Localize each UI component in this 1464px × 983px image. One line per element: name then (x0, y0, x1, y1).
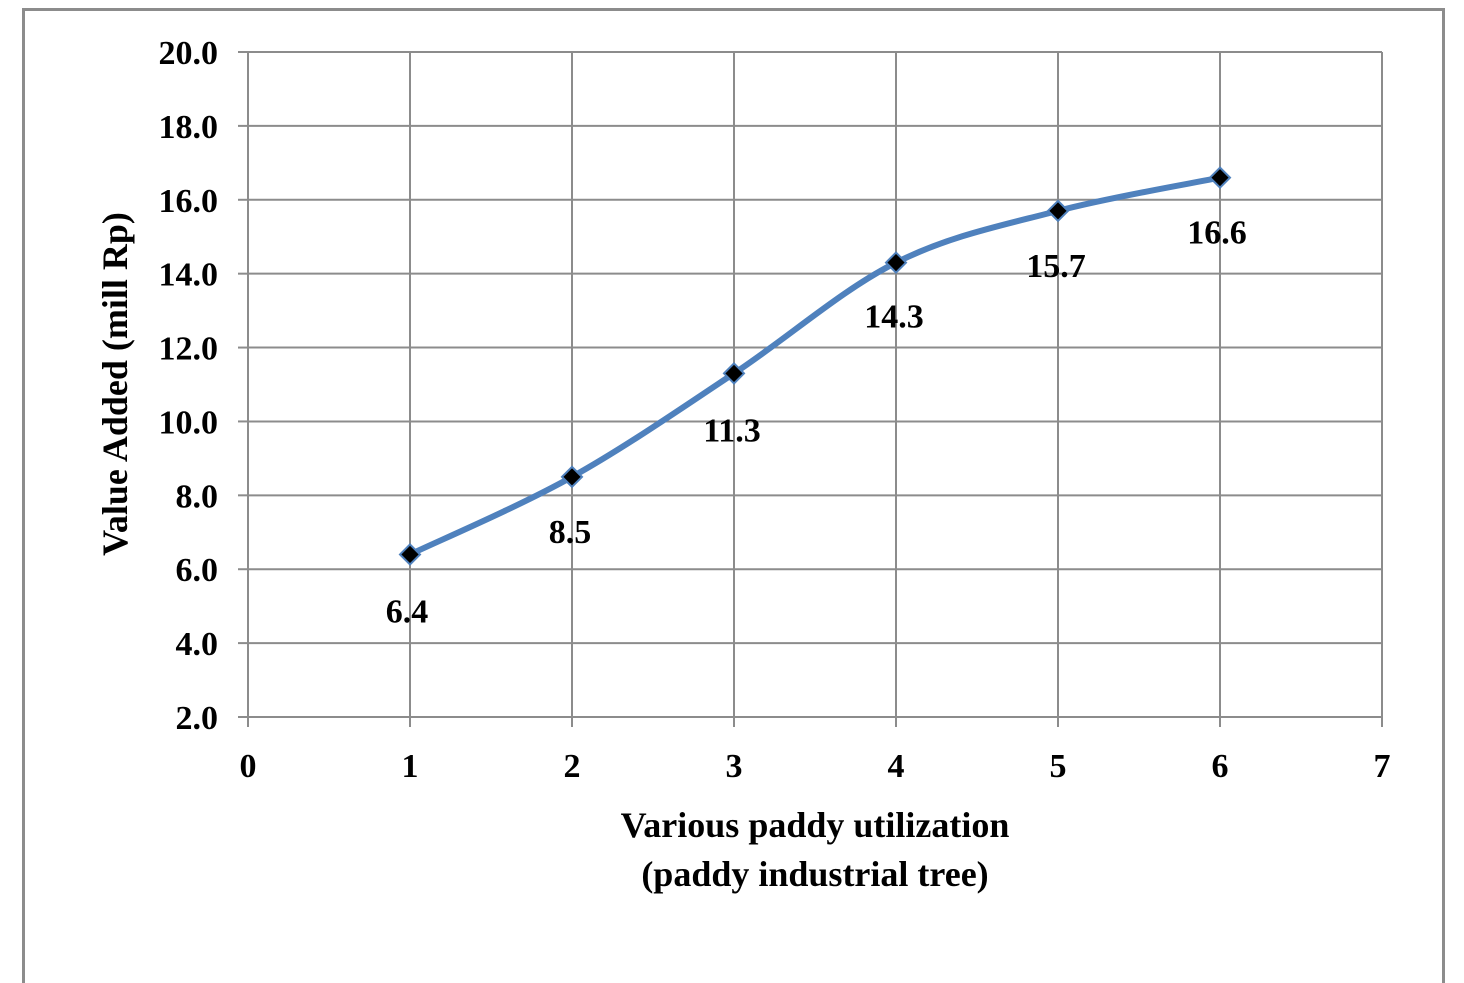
y-tick-label: 20.0 (159, 35, 219, 72)
grid-lines (248, 51, 1383, 717)
data-marker (884, 251, 908, 274)
data-label: 15.7 (1026, 248, 1086, 285)
series-line-layer (407, 174, 1223, 558)
data-markers (398, 166, 1232, 566)
x-axis-title-line-1: Various paddy utilization (621, 805, 1010, 845)
x-tick-label: 7 (1374, 748, 1391, 785)
data-label: 14.3 (864, 299, 924, 336)
data-marker (560, 465, 584, 489)
x-tick-label: 6 (1212, 748, 1229, 785)
y-tick-label: 6.0 (176, 552, 219, 589)
data-label: 6.4 (386, 593, 429, 630)
x-tick-label: 2 (564, 748, 581, 785)
data-labels: 6.4 8.5 11.3 14.3 15.7 16.6 (386, 215, 1247, 631)
y-tick-label: 12.0 (159, 331, 219, 368)
y-tick-label: 4.0 (176, 626, 219, 663)
x-tick-label: 5 (1050, 748, 1067, 785)
y-axis-title: Value Added (mill Rp) (95, 212, 135, 556)
x-axis-title-line-2: (paddy industrial tree) (641, 854, 988, 894)
data-marker (722, 362, 746, 385)
axes (238, 51, 1383, 727)
y-tick-labels: 2.0 4.0 6.0 8.0 10.0 12.0 14.0 16.0 18.0 20.0 (159, 35, 219, 737)
x-tick-label: 1 (402, 748, 419, 785)
data-marker (1046, 199, 1070, 223)
data-marker (398, 543, 422, 566)
series-line (407, 174, 1223, 558)
y-tick-label: 16.0 (159, 183, 219, 220)
y-tick-label: 8.0 (176, 478, 219, 515)
data-marker (1208, 166, 1232, 190)
y-tick-label: 18.0 (159, 109, 219, 146)
x-tick-label: 0 (240, 748, 257, 785)
y-tick-label: 2.0 (176, 700, 219, 737)
x-tick-label: 4 (888, 748, 905, 785)
data-label: 8.5 (549, 514, 592, 551)
data-label: 16.6 (1187, 215, 1247, 252)
x-tick-label: 3 (726, 748, 743, 785)
x-tick-labels: 0 1 2 3 4 5 6 7 (240, 748, 1391, 785)
data-label: 11.3 (703, 412, 761, 449)
y-tick-label: 10.0 (159, 404, 219, 441)
y-tick-label: 14.0 (159, 257, 219, 294)
